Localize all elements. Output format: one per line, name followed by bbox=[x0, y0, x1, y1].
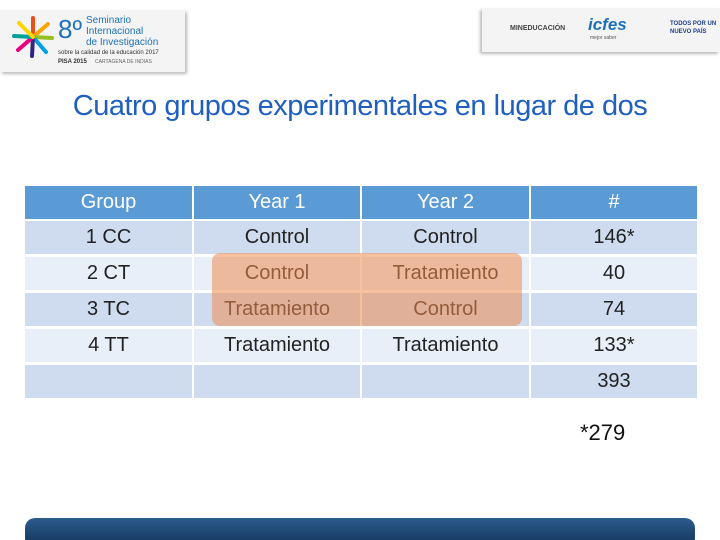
table-cell: 133* bbox=[531, 329, 697, 362]
table-cell bbox=[194, 365, 360, 398]
slide-title: Cuatro grupos experimentales en lugar de… bbox=[72, 90, 648, 122]
table-cell: 4 TT bbox=[25, 329, 192, 362]
header-cell: Year 1 bbox=[194, 186, 360, 219]
table-cell: Control bbox=[362, 221, 529, 254]
table-cell: Tratamiento bbox=[194, 329, 360, 362]
seminar-logo bbox=[12, 16, 54, 58]
table-cell: 2 CT bbox=[25, 257, 192, 290]
header-cell: Group bbox=[25, 186, 192, 219]
table-cell: Control bbox=[194, 221, 360, 254]
gov-line: TODOS POR UN bbox=[670, 21, 717, 27]
seminar-line: de Investigación bbox=[86, 37, 159, 48]
seminar-subtitle: sobre la calidad de la educación 2017 bbox=[58, 50, 159, 56]
header-cell: # bbox=[531, 186, 697, 219]
table-cell: Tratamiento bbox=[362, 329, 529, 362]
table-cell: 40 bbox=[531, 257, 697, 290]
table-cell: 74 bbox=[531, 293, 697, 326]
table-cell: 1 CC bbox=[25, 221, 192, 254]
pisa: PISA 2015 bbox=[58, 59, 87, 65]
table-cell: 3 TC bbox=[25, 293, 192, 326]
seminar-number: 8º bbox=[58, 14, 82, 44]
gov-line: NUEVO PAÍS bbox=[670, 29, 707, 35]
header-cell: Year 2 bbox=[362, 186, 529, 219]
icfes: icfes bbox=[588, 15, 627, 34]
seminar-name: Seminario Internacional de Investigación bbox=[86, 15, 158, 48]
partner-panel bbox=[482, 8, 720, 52]
place: CARTAGENA DE INDIAS bbox=[95, 59, 152, 65]
icfes-tagline: mejor saber bbox=[590, 35, 617, 41]
seminar-line: Seminario bbox=[86, 15, 132, 26]
gov-slogan: TODOS POR UN NUEVO PAÍS bbox=[670, 20, 716, 36]
seminar-line: Internacional bbox=[86, 26, 144, 37]
footnote: *279 bbox=[580, 420, 626, 445]
table-cell bbox=[25, 365, 192, 398]
footer-bar bbox=[25, 518, 695, 540]
highlight bbox=[212, 253, 522, 326]
table-cell bbox=[362, 365, 529, 398]
total-cell: 393 bbox=[531, 365, 697, 398]
table-cell: 146* bbox=[531, 221, 697, 254]
mineducacion: MINEDUCACIÓN bbox=[510, 25, 566, 32]
